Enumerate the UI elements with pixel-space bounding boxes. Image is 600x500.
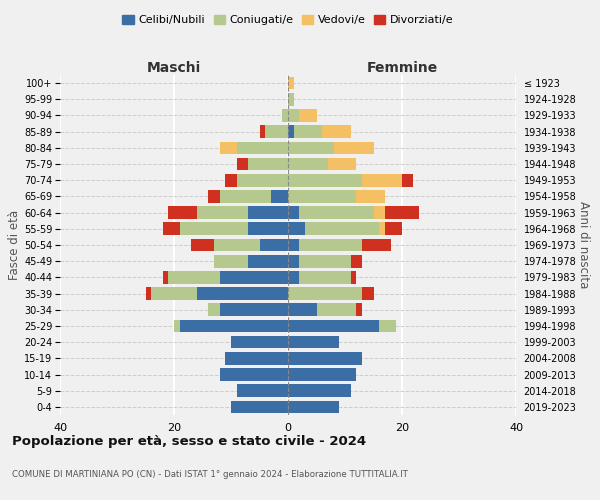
Bar — [288, 288, 362, 300]
Bar — [146, 288, 151, 300]
Text: Popolazione per età, sesso e stato civile - 2024: Popolazione per età, sesso e stato civil… — [12, 435, 366, 448]
Bar — [151, 288, 197, 300]
Bar — [163, 222, 180, 235]
Bar — [299, 238, 362, 252]
Bar — [248, 206, 288, 219]
Bar — [214, 238, 260, 252]
Bar — [288, 77, 294, 90]
Text: Femmine: Femmine — [367, 61, 437, 75]
Bar — [260, 238, 288, 252]
Text: COMUNE DI MARTINIANA PO (CN) - Dati ISTAT 1° gennaio 2024 - Elaborazione TUTTITA: COMUNE DI MARTINIANA PO (CN) - Dati ISTA… — [12, 470, 408, 479]
Legend: Celibi/Nubili, Coniugati/e, Vedovi/e, Divorziati/e: Celibi/Nubili, Coniugati/e, Vedovi/e, Di… — [118, 10, 458, 30]
Bar — [350, 271, 356, 283]
Bar — [271, 190, 288, 202]
Bar — [168, 271, 220, 283]
Bar — [299, 271, 350, 283]
Bar — [288, 93, 294, 106]
Bar — [373, 206, 385, 219]
Bar — [288, 336, 340, 348]
Bar — [236, 174, 288, 186]
Bar — [299, 255, 350, 268]
Bar — [362, 238, 391, 252]
Bar — [288, 222, 305, 235]
Bar — [248, 255, 288, 268]
Bar — [180, 222, 248, 235]
Bar — [174, 320, 180, 332]
Bar — [288, 384, 350, 397]
Bar — [356, 304, 362, 316]
Bar — [220, 142, 236, 154]
Bar — [288, 255, 299, 268]
Bar — [362, 288, 373, 300]
Bar — [197, 288, 288, 300]
Bar — [288, 368, 356, 381]
Bar — [226, 352, 288, 364]
Bar — [163, 271, 168, 283]
Bar — [328, 158, 356, 170]
Bar — [226, 174, 236, 186]
Bar — [385, 206, 419, 219]
Bar — [299, 206, 373, 219]
Bar — [288, 352, 362, 364]
Bar — [288, 206, 299, 219]
Bar — [317, 304, 356, 316]
Bar — [288, 158, 328, 170]
Bar — [288, 320, 379, 332]
Bar — [334, 142, 373, 154]
Bar — [265, 126, 288, 138]
Bar — [236, 142, 288, 154]
Bar — [362, 174, 402, 186]
Bar — [208, 304, 220, 316]
Bar — [231, 400, 288, 413]
Bar — [236, 384, 288, 397]
Bar — [288, 400, 340, 413]
Bar — [236, 158, 248, 170]
Bar — [231, 336, 288, 348]
Bar — [288, 238, 299, 252]
Bar — [220, 271, 288, 283]
Bar — [322, 126, 350, 138]
Bar — [379, 320, 397, 332]
Bar — [168, 206, 197, 219]
Bar — [350, 255, 362, 268]
Bar — [220, 304, 288, 316]
Bar — [299, 109, 317, 122]
Bar — [288, 109, 299, 122]
Bar — [180, 320, 288, 332]
Bar — [402, 174, 413, 186]
Y-axis label: Anni di nascita: Anni di nascita — [577, 202, 590, 288]
Bar — [283, 109, 288, 122]
Bar — [294, 126, 322, 138]
Bar — [288, 304, 317, 316]
Bar — [248, 158, 288, 170]
Bar — [208, 190, 220, 202]
Text: Maschi: Maschi — [147, 61, 201, 75]
Bar — [288, 126, 294, 138]
Bar — [288, 190, 356, 202]
Bar — [214, 255, 248, 268]
Bar — [260, 126, 265, 138]
Bar — [288, 271, 299, 283]
Y-axis label: Fasce di età: Fasce di età — [8, 210, 21, 280]
Bar — [305, 222, 379, 235]
Bar — [288, 142, 334, 154]
Bar — [220, 368, 288, 381]
Bar — [385, 222, 402, 235]
Bar — [288, 174, 362, 186]
Bar — [220, 190, 271, 202]
Bar — [197, 206, 248, 219]
Bar — [356, 190, 385, 202]
Bar — [379, 222, 385, 235]
Bar — [248, 222, 288, 235]
Bar — [191, 238, 214, 252]
